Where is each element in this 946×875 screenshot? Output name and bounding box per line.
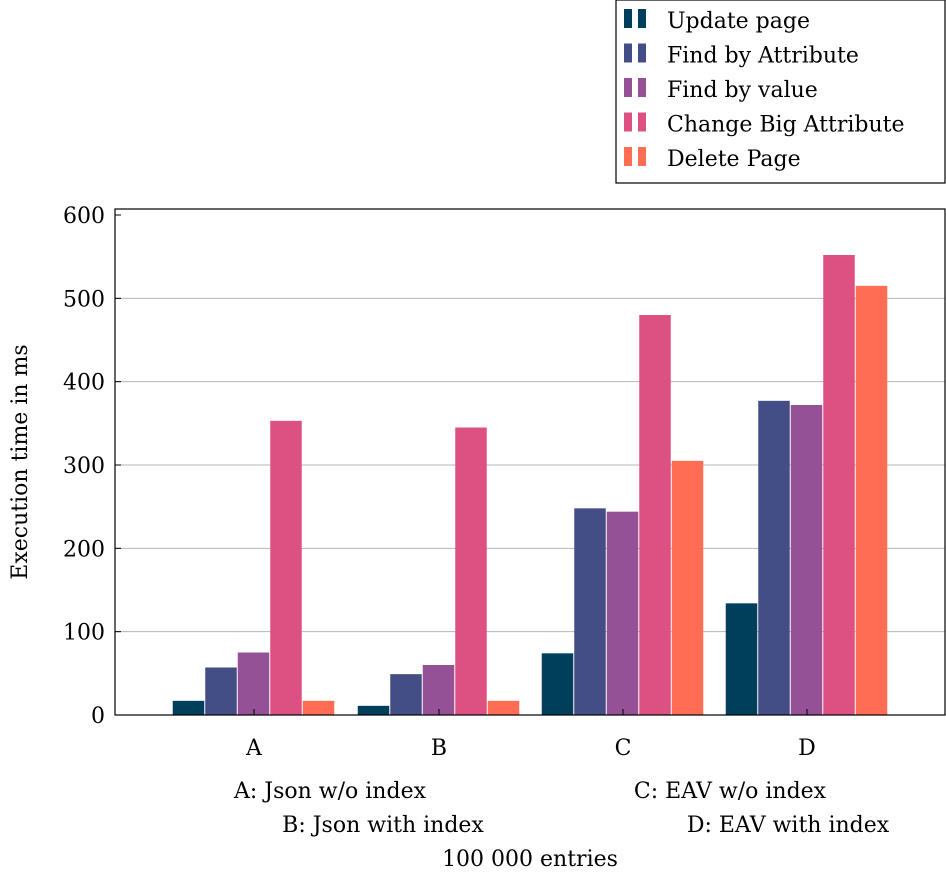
y-axis-ticks: 0 100 200 300 400 500 600: [63, 204, 121, 729]
legend-label: Change Big Attribute: [667, 113, 905, 138]
bar-b-series-5: [487, 700, 520, 715]
bar-c-series-2: [574, 508, 606, 715]
x-tick-label: D: [798, 736, 816, 761]
legend-label: Find by Attribute: [667, 44, 859, 69]
legend-swatch: [638, 78, 646, 97]
bar-c-series-1: [541, 653, 574, 715]
legend-swatch: [624, 147, 632, 166]
y-tick-label: 0: [91, 704, 105, 729]
bar-a-series-4: [270, 420, 302, 715]
x-axis-label: 100 000 entries: [442, 847, 618, 872]
bar-d-series-5: [855, 285, 888, 715]
legend-frame: [615, 0, 946, 184]
bar-a-series-5: [302, 700, 335, 715]
y-tick-label: 500: [63, 287, 105, 312]
legend-swatch: [638, 112, 646, 132]
bar-d-series-4: [823, 255, 855, 715]
bar-d-series-2: [758, 400, 790, 715]
x-tick-label: C: [615, 736, 632, 761]
y-tick-label: 600: [63, 204, 105, 229]
y-tick-label: 300: [63, 454, 105, 479]
bar-b-series-1: [357, 705, 390, 715]
category-note-b: B: Json with index: [282, 813, 484, 838]
legend-label: Find by value: [667, 78, 818, 103]
bar-d-series-1: [725, 603, 758, 715]
bar-b-series-3: [422, 665, 455, 715]
legend-label: Update page: [667, 9, 810, 34]
y-tick-label: 200: [63, 537, 105, 562]
legend-swatch: [638, 43, 646, 63]
bars: [172, 255, 888, 715]
legend-swatch: [624, 78, 632, 97]
y-tick-label: 400: [63, 371, 105, 396]
bar-b-series-4: [455, 427, 487, 715]
plot-frame: [114, 208, 946, 716]
legend: Update page Find by Attribute Find by valu…: [615, 0, 946, 184]
category-note-c: C: EAV w/o index: [634, 779, 827, 804]
x-tick-label: A: [245, 736, 263, 761]
legend-swatch: [638, 147, 646, 166]
legend-label: Delete Page: [667, 147, 801, 172]
legend-swatch: [624, 43, 632, 63]
bar-b-series-2: [390, 674, 422, 715]
bar-a-series-2: [205, 667, 237, 715]
y-axis-label: Execution time in ms: [8, 344, 33, 579]
x-axis-ticks: A B C D: [245, 709, 816, 761]
category-note-d: D: EAV with index: [687, 813, 890, 838]
bar-c-series-4: [639, 315, 671, 715]
legend-swatch: [624, 112, 632, 132]
legend-swatch: [624, 9, 632, 28]
legend-swatch: [638, 9, 646, 28]
bar-a-series-3: [237, 652, 270, 715]
bar-a-series-1: [172, 700, 205, 715]
x-tick-label: B: [431, 736, 447, 761]
bar-c-series-5: [671, 460, 704, 715]
bar-d-series-3: [790, 405, 823, 715]
bar-c-series-3: [606, 511, 639, 715]
category-note-a: A: Json w/o index: [233, 779, 427, 804]
y-tick-label: 100: [63, 621, 105, 646]
